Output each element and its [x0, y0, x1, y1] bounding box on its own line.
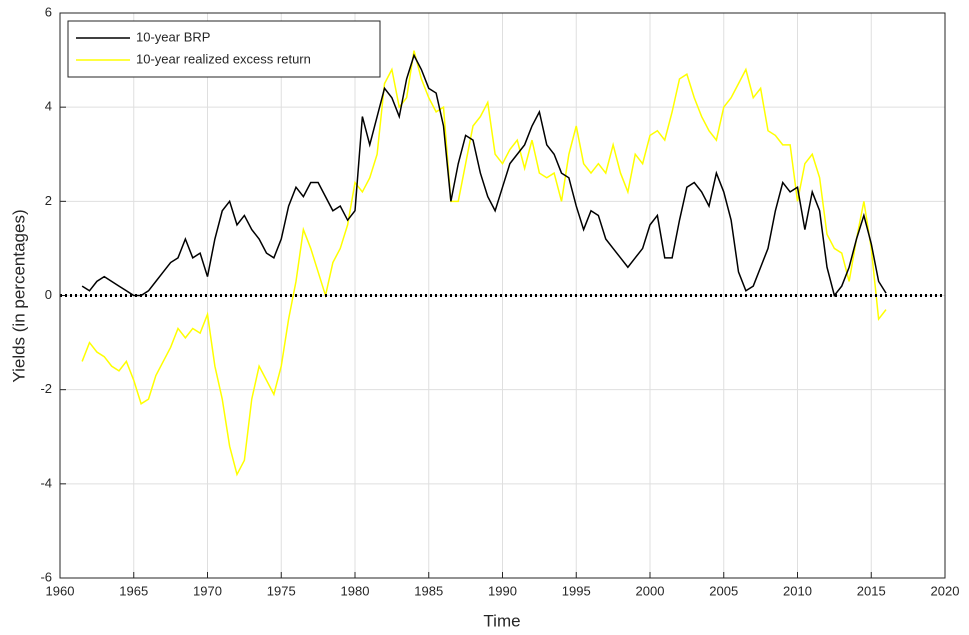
x-tick-label: 1960 [46, 583, 75, 598]
x-tick-label: 1965 [119, 583, 148, 598]
x-tick-label: 2005 [709, 583, 738, 598]
data-line [81, 53, 887, 298]
legend-box [67, 20, 381, 78]
x-axis-title: Time [483, 611, 520, 630]
x-tick-label: 2015 [857, 583, 886, 598]
data-line [81, 50, 887, 477]
x-tick-label: 1985 [414, 583, 443, 598]
x-tick-label: 1970 [193, 583, 222, 598]
x-tick-label: 2010 [783, 583, 812, 598]
y-tick-label: 4 [45, 99, 52, 114]
y-axis-title: Yields (in percentages) [9, 209, 28, 382]
x-tick-label: 1990 [488, 583, 517, 598]
y-tick-label: 6 [45, 4, 52, 19]
y-tick-label: -6 [40, 569, 52, 584]
y-tick-label: -4 [40, 475, 52, 490]
legend-label: 10-year BRP [136, 29, 210, 44]
y-tick-label: -2 [40, 381, 52, 396]
y-tick-label: 0 [45, 287, 52, 302]
x-tick-label: 2000 [636, 583, 665, 598]
y-tick-label: 2 [45, 193, 52, 208]
plot-frame [59, 12, 946, 579]
legend-label: 10-year realized excess return [136, 51, 311, 66]
x-tick-label: 1975 [267, 583, 296, 598]
x-tick-label: 1995 [562, 583, 591, 598]
x-tick-label: 1980 [341, 583, 370, 598]
x-tick-label: 2020 [931, 583, 960, 598]
